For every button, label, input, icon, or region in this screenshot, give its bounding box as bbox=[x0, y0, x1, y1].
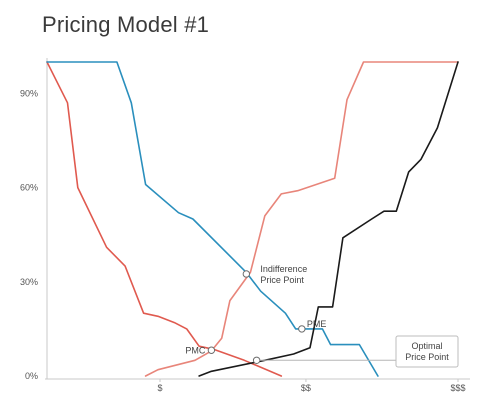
callout-box bbox=[395, 335, 459, 368]
price-point-marker bbox=[298, 325, 306, 333]
y-tick-label: 30% bbox=[20, 277, 38, 287]
x-tick-label: $$ bbox=[301, 383, 311, 393]
chart-title: Pricing Model #1 bbox=[42, 12, 210, 37]
series-line-4 bbox=[198, 61, 459, 377]
x-tick-label: $ bbox=[158, 383, 163, 393]
price-point-marker bbox=[242, 270, 251, 278]
annotation-label: Indifference bbox=[260, 264, 307, 274]
axes: 0%30%60%90%$ $$ $$$ bbox=[20, 58, 470, 393]
annotation-label: PME bbox=[307, 319, 327, 329]
price-point-marker bbox=[207, 346, 216, 354]
annotation-label-line2: Price Point bbox=[260, 275, 304, 285]
x-tick-label: $$$ bbox=[450, 383, 465, 393]
series-line-2 bbox=[46, 61, 379, 377]
callout-label: Optimal bbox=[411, 341, 442, 351]
series-lines bbox=[46, 61, 459, 377]
y-tick-label: 0% bbox=[25, 371, 38, 381]
y-tick-label: 90% bbox=[20, 88, 38, 98]
series-line-1 bbox=[46, 61, 283, 377]
series-line-3 bbox=[144, 61, 459, 377]
callout-label-line2: Price Point bbox=[405, 352, 449, 362]
annotation-label: PMC bbox=[185, 345, 206, 355]
y-tick-label: 60% bbox=[20, 183, 38, 193]
price-point-marker bbox=[252, 356, 261, 364]
